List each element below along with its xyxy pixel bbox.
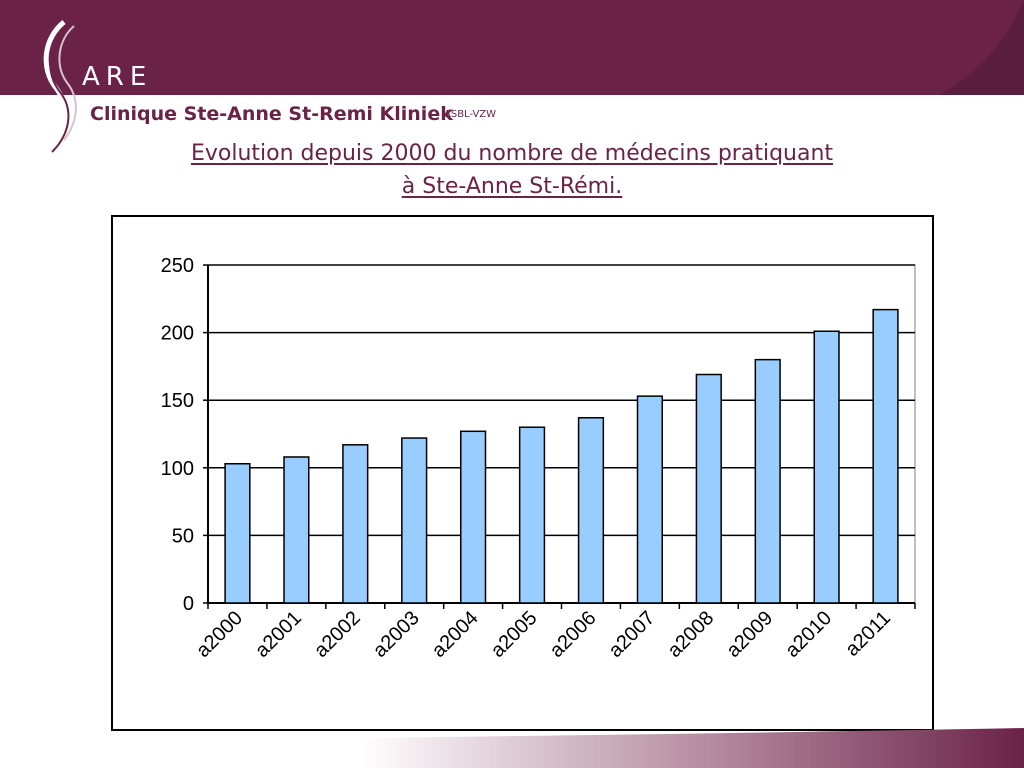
x-tick-label: a2006 bbox=[546, 607, 601, 662]
bar-chart: 0 50 100 150 200 250 a2000 a2001 a2002 a2003 a2004… bbox=[161, 255, 916, 662]
y-tick-label: 0 bbox=[183, 593, 194, 615]
header-band bbox=[0, 0, 1024, 95]
x-tick-label: a2008 bbox=[663, 607, 718, 662]
y-tick-label: 150 bbox=[161, 390, 194, 412]
clinic-name: Clinique Ste-Anne St-Remi Kliniek bbox=[90, 103, 453, 125]
x-tick-label: a2010 bbox=[781, 607, 836, 662]
bar-a2009 bbox=[754, 358, 781, 604]
y-tick-label: 200 bbox=[161, 323, 194, 345]
x-tick-label: a2001 bbox=[251, 607, 306, 662]
x-tick-label: a2005 bbox=[487, 607, 542, 662]
plot-area bbox=[207, 264, 916, 604]
bar-a2007 bbox=[636, 395, 663, 604]
x-tick-label: a2000 bbox=[192, 607, 247, 662]
title-line-2: à Ste-Anne St-Rémi. bbox=[401, 174, 623, 199]
bar-a2001 bbox=[283, 456, 310, 604]
bar-a2011 bbox=[872, 308, 899, 604]
bar-a2004 bbox=[460, 430, 487, 604]
logo-letters: ARE bbox=[82, 62, 153, 92]
bar-a2008 bbox=[695, 373, 722, 604]
y-tick-label: 250 bbox=[161, 255, 194, 277]
y-tick-label: 50 bbox=[172, 525, 194, 547]
bar-a2010 bbox=[813, 330, 840, 604]
x-tick-label: a2011 bbox=[841, 607, 895, 661]
x-tick-label: a2004 bbox=[428, 607, 483, 662]
title-line-1: Evolution depuis 2000 du nombre de médec… bbox=[190, 141, 834, 166]
bar-a2006 bbox=[577, 417, 605, 604]
x-tick-label: a2007 bbox=[605, 607, 660, 662]
bar-a2003 bbox=[401, 437, 428, 604]
page-title: Evolution depuis 2000 du nombre de médec… bbox=[60, 137, 964, 203]
clinic-suffix: ASBL-VZW bbox=[444, 109, 497, 120]
y-tick-label: 100 bbox=[161, 458, 194, 480]
bar-a2002 bbox=[342, 444, 369, 604]
x-tick-label: a2009 bbox=[722, 607, 777, 662]
chart-frame: 0 50 100 150 200 250 a2000 a2001 a2002 a2003 a2004… bbox=[111, 215, 934, 731]
footer-band bbox=[0, 728, 1024, 768]
bar-a2000 bbox=[224, 462, 251, 604]
clinic-logo bbox=[43, 20, 77, 153]
x-tick-label: a2003 bbox=[369, 607, 424, 662]
x-tick-label: a2002 bbox=[310, 607, 365, 662]
bar-a2005 bbox=[518, 426, 546, 604]
